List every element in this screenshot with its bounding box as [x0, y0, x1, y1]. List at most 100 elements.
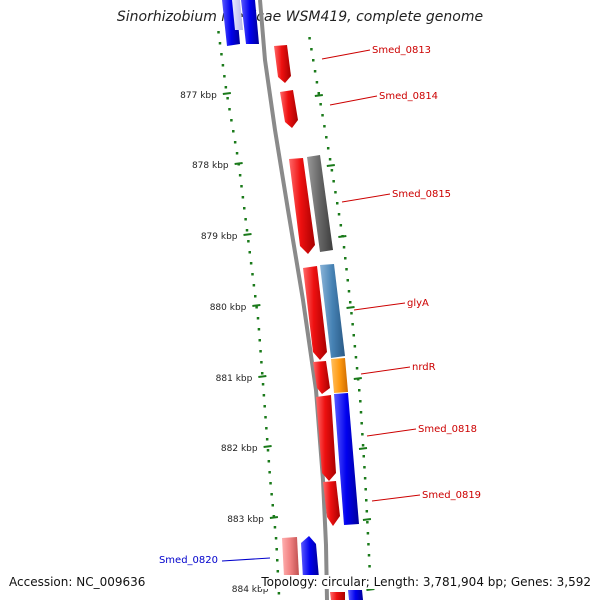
gene-arrow-smed-0814: [280, 90, 298, 128]
track-dot: [337, 213, 341, 216]
gene-leader-line: [353, 302, 406, 311]
axis-tick: [314, 94, 323, 97]
track-dot: [325, 136, 328, 139]
genome-summary-text: Topology: circular; Length: 3,781,904 bp…: [261, 575, 591, 589]
gene-arrow-smed-0815: [289, 158, 315, 254]
track-dot: [257, 328, 261, 331]
gene-label[interactable]: nrdR: [412, 362, 436, 373]
gene-partial-bottom-red: [330, 592, 345, 600]
track-dot: [351, 323, 354, 326]
feature-block-orange: [331, 358, 348, 393]
track-dot: [248, 251, 251, 254]
track-dot: [330, 169, 334, 172]
track-dot: [312, 59, 315, 62]
track-dot: [358, 389, 361, 392]
track-dot: [226, 97, 229, 100]
track-dot: [362, 455, 365, 458]
track-dot: [276, 570, 280, 573]
track-dot: [254, 295, 257, 298]
track-dot: [223, 75, 226, 78]
gene-label[interactable]: glyA: [407, 298, 429, 309]
axis-tick: [269, 516, 279, 519]
track-dot: [235, 152, 239, 155]
track-dot: [221, 64, 225, 67]
track-dot: [265, 427, 268, 430]
axis-tick: [362, 518, 372, 521]
track-dot: [256, 317, 260, 320]
track-dot: [273, 526, 277, 529]
gene-arrow-glya: [303, 266, 327, 360]
gene-arrow-smed-0813: [274, 45, 291, 83]
axis-tick: [353, 377, 362, 380]
gene-arrow-nrdr: [313, 361, 330, 394]
gene-arrow-smed-0819: [323, 481, 340, 526]
gene-label[interactable]: Smed_0818: [418, 424, 477, 435]
track-dot: [238, 174, 242, 177]
track-dot: [348, 301, 352, 304]
gene-arrow-smed-0820-pale: [282, 537, 299, 577]
gene-label[interactable]: Smed_0814: [379, 91, 438, 102]
track-dot: [260, 372, 264, 375]
track-dot: [326, 147, 330, 150]
track-dot: [339, 224, 343, 227]
track-dot: [360, 422, 363, 425]
gene-leader-line: [329, 95, 378, 106]
track-dot: [276, 559, 279, 562]
axis-tick-label: 883 kbp: [227, 515, 264, 525]
gene-arrow-smed-0820: [301, 536, 319, 579]
track-dot: [218, 42, 222, 45]
axis-tick: [258, 375, 267, 378]
track-dot: [260, 361, 263, 364]
track-dot: [261, 383, 265, 386]
axis-tick: [252, 304, 261, 307]
track-dot: [230, 119, 233, 122]
axis-tick-label: 879 kbp: [201, 232, 238, 242]
track-dot: [355, 367, 359, 370]
track-dot: [241, 196, 245, 199]
gene-label[interactable]: Smed_0815: [392, 189, 451, 200]
track-dot: [251, 273, 254, 276]
track-dot: [334, 191, 337, 194]
track-dot: [217, 31, 220, 34]
track-dot: [277, 592, 281, 595]
axis-tick-label: 877 kbp: [180, 91, 217, 101]
track-dot: [365, 510, 369, 513]
gene-leader-line: [360, 366, 411, 375]
track-dot: [364, 488, 367, 491]
track-dot: [220, 53, 223, 56]
track-dot: [332, 180, 335, 183]
gene-leader-line: [221, 557, 271, 562]
track-dot: [275, 548, 278, 551]
track-dot: [353, 345, 357, 348]
axis-tick-label: 880 kbp: [210, 303, 247, 313]
axis-tick: [234, 162, 243, 165]
track-dot: [271, 504, 274, 507]
track-dot: [344, 257, 347, 260]
gene-leader-line: [341, 193, 391, 203]
track-dot: [342, 246, 346, 249]
track-dot: [232, 130, 235, 133]
track-dot: [264, 416, 267, 419]
track-dot: [366, 532, 370, 535]
gene-label[interactable]: Smed_0819: [422, 490, 481, 501]
genome-backbone: [258, 0, 329, 600]
track-dot: [269, 482, 272, 485]
track-dot: [267, 460, 271, 463]
track-dot: [244, 218, 247, 221]
track-dot: [315, 81, 319, 84]
track-dot: [272, 515, 276, 518]
gene-partial-bottom-blue: [348, 590, 363, 600]
gene-label[interactable]: Smed_0813: [372, 45, 431, 56]
track-dot: [263, 405, 266, 408]
gene-partial-top-b: [241, 0, 259, 44]
track-dot: [255, 306, 258, 309]
track-dot: [258, 339, 261, 342]
axis-tick-label: 884 kbp: [232, 585, 269, 595]
gene-label[interactable]: Smed_0820: [159, 555, 218, 566]
feature-block-gray: [307, 155, 333, 252]
track-dot: [262, 394, 266, 397]
track-dot: [245, 229, 249, 232]
track-dot: [268, 471, 271, 474]
axis-tick-label: 881 kbp: [216, 374, 253, 384]
